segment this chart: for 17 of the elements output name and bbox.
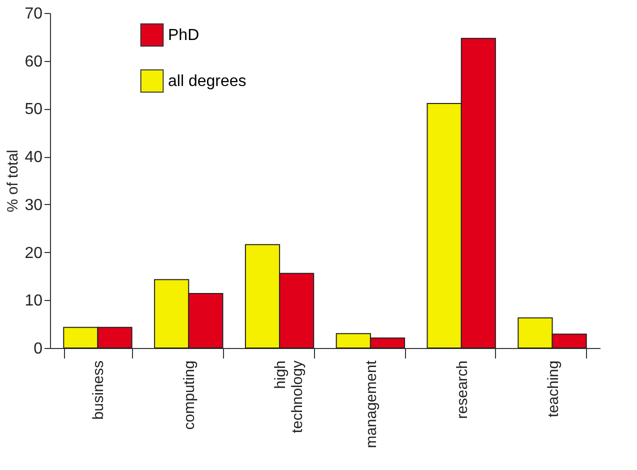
x-tick-label: high technology xyxy=(272,360,306,434)
y-tick-label: 0 xyxy=(34,340,43,358)
y-axis-title: % of total xyxy=(4,150,22,212)
x-tick-label: computing xyxy=(181,360,198,430)
y-tick-label: 70 xyxy=(24,6,43,22)
y-tick-label: 40 xyxy=(24,149,43,166)
y-tick-label: 20 xyxy=(24,244,43,262)
y-tick-label: 10 xyxy=(24,292,43,310)
legend-label: PhD xyxy=(168,27,200,44)
x-tick-label: teaching xyxy=(544,360,562,418)
y-tick-label: 50 xyxy=(24,101,43,118)
y-tick-label: 60 xyxy=(24,53,43,70)
y-tick-label: 30 xyxy=(24,196,43,214)
x-tick-label: business xyxy=(90,360,108,420)
x-tick-label: research xyxy=(454,360,471,419)
legend-label: all degrees xyxy=(168,73,246,90)
x-tick-label: management xyxy=(362,360,380,448)
